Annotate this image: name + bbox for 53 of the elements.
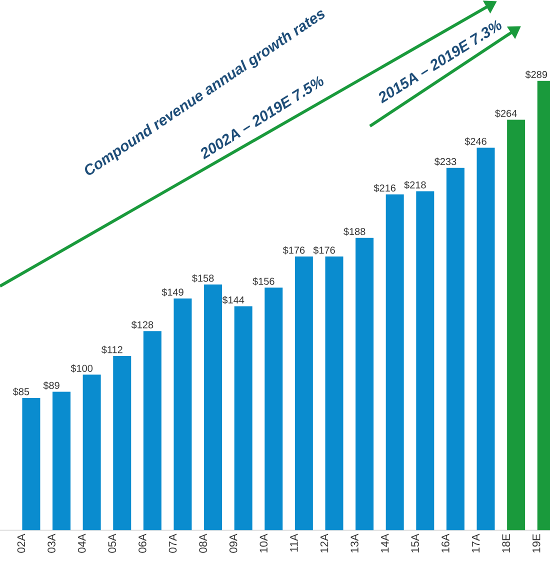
data-label: $264 [495,109,517,118]
data-label: $144 [222,296,244,304]
data-label: $289 [525,70,548,79]
x-tick-label: 18E [502,534,510,552]
bar [234,306,252,530]
x-tick-label: 13A [350,534,358,552]
x-tick-label: 12A [320,534,328,552]
x-tick-label: 05A [108,534,116,553]
data-label: $176 [282,246,305,254]
x-tick-label: 08A [199,534,207,553]
bar [52,392,71,530]
data-label: $128 [131,320,154,329]
bar [113,356,132,530]
x-tick-label: 06A [138,534,146,553]
bar [143,331,162,530]
bar [386,194,404,530]
bar [416,191,434,530]
data-label: $156 [252,277,274,286]
data-label: $246 [464,137,486,146]
bar [446,168,464,530]
data-label: $188 [344,228,366,236]
bar [264,288,283,530]
x-tick-label: 04A [78,534,86,553]
bar [174,298,192,530]
data-label: $85 [12,388,30,396]
x-tick-label: 07A [168,534,177,553]
x-tick-label: 09A [229,534,238,553]
bar [22,398,40,530]
bar [356,238,374,530]
data-label: $233 [434,158,456,166]
data-label: $158 [192,274,214,282]
data-label: $112 [101,346,122,354]
x-tick-label: 11A [290,534,298,552]
bar [204,284,222,530]
bar [294,256,313,530]
x-tick-label: 02A [17,534,26,553]
bar [325,256,344,530]
x-tick-label: 10A [260,534,268,552]
x-tick-label: 14A [381,534,389,552]
x-tick-label: 17A [472,534,480,552]
data-label: $176 [313,246,335,254]
bar [476,148,495,530]
data-label: $218 [404,180,426,190]
data-label: $100 [70,364,93,372]
bar [507,120,526,530]
x-tick-label: 15A [411,534,419,552]
x-tick-label: 03A [48,534,56,553]
x-tick-label: 16A [442,534,450,552]
data-label: $149 [162,288,184,296]
x-tick-label: 19E [532,534,540,552]
bar [82,374,101,530]
data-label: $216 [374,184,396,192]
data-label: $89 [43,381,60,390]
